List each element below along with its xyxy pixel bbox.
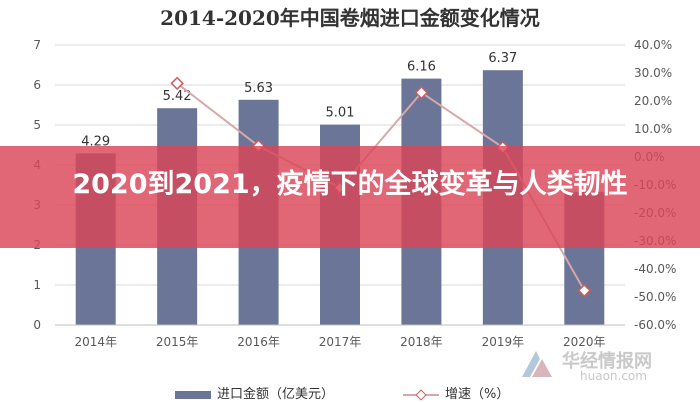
- y2-tick-label: -50.0%: [634, 290, 676, 304]
- bar-data-label: 5.63: [244, 81, 273, 96]
- y-tick-label: 1: [33, 278, 41, 292]
- y2-tick-label: 30.0%: [634, 66, 672, 80]
- x-tick-label: 2015年: [156, 335, 199, 349]
- legend-item-line: 增速（%）: [403, 383, 509, 402]
- y-tick-label: 7: [33, 38, 41, 52]
- y2-tick-label: 10.0%: [634, 122, 672, 136]
- x-tick-label: 2016年: [237, 335, 280, 349]
- headline-banner: 2020到2021，疫情下的全球变革与人类韧性: [0, 146, 700, 248]
- bar-data-label: 6.16: [407, 60, 436, 75]
- y2-tick-label: -60.0%: [634, 318, 676, 332]
- headline-text: 2020到2021，疫情下的全球变革与人类韧性: [40, 166, 660, 203]
- chart-legend: 进口金额（亿美元） 增速（%）: [175, 383, 595, 399]
- x-tick-label: 2014年: [74, 335, 117, 349]
- legend-bar-swatch: [175, 391, 211, 399]
- x-tick-label: 2017年: [319, 335, 362, 349]
- watermark-logo-icon: [518, 347, 556, 381]
- chart-title: 2014-2020年中国卷烟进口金额变化情况: [0, 2, 700, 31]
- y2-tick-label: 20.0%: [634, 94, 672, 108]
- y-tick-label: 0: [33, 318, 41, 332]
- watermark: 华经情报网 huaon.com: [518, 343, 688, 385]
- watermark-en: huaon.com: [580, 369, 647, 383]
- legend-item-bar: 进口金额（亿美元）: [175, 383, 334, 402]
- x-tick-label: 2018年: [400, 335, 443, 349]
- y-tick-label: 6: [33, 78, 41, 92]
- bar-data-label: 5.01: [326, 106, 355, 121]
- legend-line-swatch: [403, 390, 439, 400]
- y2-tick-label: -40.0%: [634, 262, 676, 276]
- y-tick-label: 5: [33, 118, 41, 132]
- y2-tick-label: 40.0%: [634, 38, 672, 52]
- bar-data-label: 6.37: [488, 51, 517, 66]
